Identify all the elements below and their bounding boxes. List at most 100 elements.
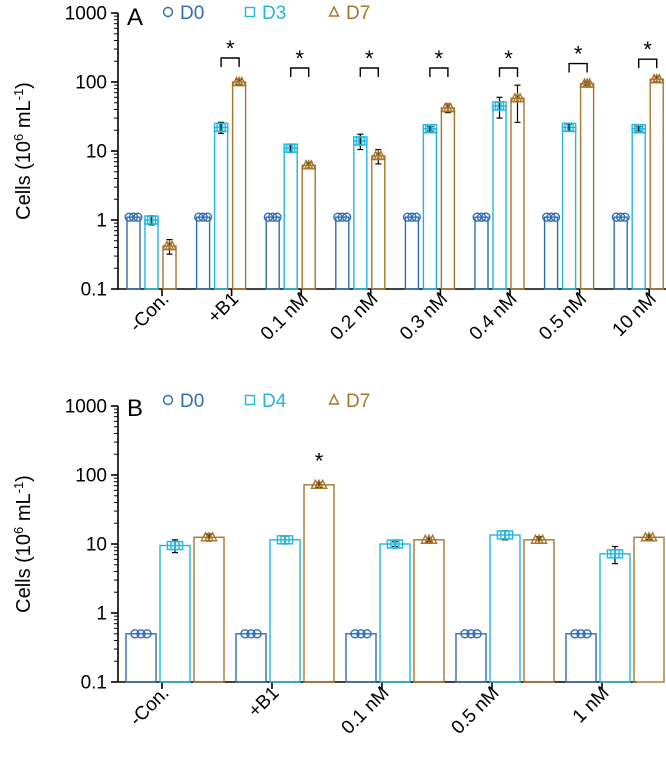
legend-label-D0: D0 — [180, 3, 204, 24]
bar-A-D0-0.1 nM — [265, 216, 280, 290]
point-A-D3 — [358, 136, 368, 146]
x-tick-label: 1 nM — [569, 683, 614, 728]
bar-B-D0--Con. — [125, 633, 157, 683]
bar-B-D0-0.1 nM — [345, 633, 377, 683]
bar-A-D7-0.1 nM — [301, 164, 316, 290]
legend-marker-D7 — [328, 5, 340, 17]
point-B-D7 — [427, 533, 438, 545]
significance-star: * — [435, 46, 444, 71]
legend-marker-D0 — [162, 6, 174, 18]
point-A-D0 — [407, 212, 417, 222]
x-tick-label: 0.1 nM — [257, 289, 313, 345]
point-B-D0 — [142, 629, 152, 639]
point-A-D0 — [202, 212, 213, 222]
point-A-D0 — [546, 212, 556, 222]
point-A-D0 — [133, 212, 143, 222]
bar-A-D3-0.5 nM — [561, 126, 577, 290]
y-tick-label: 1000 — [65, 4, 107, 25]
point-B-D0 — [576, 629, 586, 639]
bar-A-D0-+B1 — [195, 216, 211, 290]
point-A-D0 — [411, 212, 421, 222]
significance-bracket — [498, 67, 519, 77]
legend-label-D4: D4 — [262, 391, 287, 412]
bar-A-D7-+B1 — [231, 81, 247, 290]
y-tick-label: 100 — [75, 73, 107, 94]
significance-bracket — [220, 57, 240, 67]
point-A-D7 — [514, 92, 526, 103]
point-A-D0 — [341, 212, 352, 222]
significance-bracket — [638, 58, 658, 69]
point-B-D0 — [240, 629, 250, 639]
point-A-D3 — [567, 122, 577, 133]
point-A-D0 — [550, 212, 561, 222]
x-tick-label: 0.2 nM — [326, 289, 382, 345]
y-axis-label-part: 6 — [11, 527, 26, 534]
point-B-D0 — [466, 629, 476, 639]
significance-star: * — [643, 37, 652, 62]
x-tick-label: +B1 — [204, 289, 243, 328]
significance-star: * — [504, 46, 513, 71]
point-B-D4 — [173, 540, 184, 551]
point-A-D0 — [620, 212, 630, 222]
x-tick-label: -Con. — [126, 289, 174, 337]
point-A-D7 — [306, 159, 317, 170]
y-tick-label: 0.1 — [81, 673, 107, 694]
bar-B-D7-0.5 nM — [523, 539, 555, 683]
point-A-D3 — [636, 124, 646, 134]
y-axis-label-part: Cells (10 — [13, 141, 35, 220]
point-B-D4 — [393, 539, 404, 549]
point-B-D0 — [460, 629, 470, 639]
point-A-D7 — [584, 77, 595, 88]
y-axis-label-part: -1 — [11, 89, 26, 101]
y-axis-label-part: ) — [13, 82, 35, 89]
bar-A-D3-10 nM — [631, 128, 646, 290]
bar-A-D3-+B1 — [213, 126, 229, 290]
y-tick-label: 10 — [86, 535, 107, 556]
bar-B-D4--Con. — [159, 544, 191, 683]
point-A-D7 — [236, 75, 247, 87]
bar-A-D0-0.4 nM — [474, 216, 489, 290]
point-B-D0 — [570, 629, 580, 639]
bar-A-D3--Con. — [144, 219, 159, 290]
significance-bracket — [290, 67, 310, 77]
bar-B-D0-1 nM — [565, 633, 597, 683]
point-A-D3 — [427, 124, 438, 134]
x-tick-label: 10 nM — [609, 289, 661, 341]
point-A-D0 — [198, 212, 208, 222]
bar-B-D7-0.1 nM — [413, 539, 445, 683]
y-tick-label: 100 — [75, 466, 107, 487]
point-A-D7 — [445, 101, 456, 113]
x-tick-label: 0.5 nM — [448, 683, 504, 739]
point-B-D4 — [503, 530, 514, 540]
point-A-D7 — [654, 73, 665, 84]
panel-label-B: B — [127, 395, 143, 422]
bar-A-D7-10 nM — [649, 78, 664, 290]
point-B-D4 — [283, 535, 294, 545]
y-tick-label: 1 — [96, 604, 107, 625]
significance-star: * — [365, 46, 374, 71]
bar-B-D0-+B1 — [235, 633, 267, 683]
point-B-D7 — [207, 531, 218, 542]
point-B-D0 — [356, 629, 366, 639]
significance-star: * — [315, 448, 324, 473]
y-axis-label-part: Cells (10 — [13, 534, 35, 613]
significance-bracket — [359, 67, 379, 77]
significance-star: * — [295, 46, 304, 71]
bar-B-D4-1 nM — [599, 553, 631, 683]
y-axis-label-part: mL — [13, 493, 35, 526]
point-B-D0 — [130, 629, 140, 639]
bar-A-D0-0.5 nM — [543, 216, 559, 290]
point-A-D7 — [375, 149, 387, 161]
bar-A-D0-0.3 nM — [404, 216, 420, 290]
x-tick-label: 0.1 nM — [338, 683, 394, 739]
point-A-D0 — [476, 212, 487, 222]
significance-bracket — [429, 67, 449, 77]
bar-A-D7-0.4 nM — [510, 97, 525, 290]
panel-label-A: A — [127, 4, 143, 31]
y-tick-label: 1000 — [65, 397, 107, 418]
point-A-D0 — [337, 212, 347, 222]
significance-bracket — [568, 62, 588, 73]
bar-B-D7-+B1 — [303, 484, 335, 683]
x-tick-label: +B1 — [244, 683, 283, 722]
point-A-D3 — [497, 101, 507, 111]
